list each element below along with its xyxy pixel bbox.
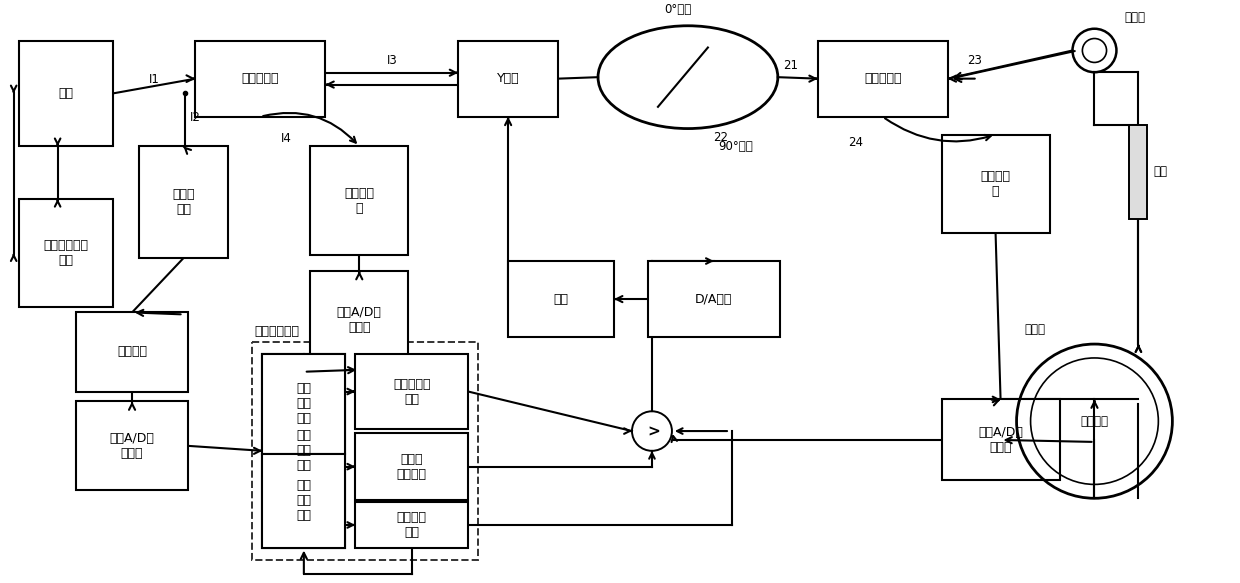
Text: 阶梯波
生成模块: 阶梯波 生成模块 (397, 452, 427, 480)
Text: I2: I2 (190, 111, 201, 124)
Bar (19, 199, 113, 307)
Text: 时序
控制
模块: 时序 控制 模块 (296, 382, 311, 426)
Text: 21: 21 (782, 59, 797, 72)
Text: 第三A/D转
换模块: 第三A/D转 换模块 (978, 426, 1023, 454)
Bar (263, 354, 345, 547)
Bar (76, 312, 188, 392)
Bar (356, 433, 469, 500)
Text: 24: 24 (848, 136, 863, 149)
Text: >: > (647, 424, 661, 440)
Bar (508, 261, 614, 337)
Bar (19, 41, 113, 146)
Text: 第三探测
器: 第三探测 器 (981, 170, 1011, 198)
Text: 调制误差
模块: 调制误差 模块 (397, 511, 427, 539)
Text: 第一A/D转
换模块: 第一A/D转 换模块 (109, 432, 155, 460)
Bar (139, 146, 228, 258)
Bar (817, 41, 947, 117)
Text: 调制解调模块: 调制解调模块 (254, 325, 299, 338)
Text: 90°熔接: 90°熔接 (718, 141, 753, 153)
Text: 光源驱动制冷
模块: 光源驱动制冷 模块 (43, 239, 88, 267)
Bar (76, 402, 188, 490)
Bar (310, 271, 408, 370)
Bar (1130, 125, 1147, 219)
Text: 光源: 光源 (58, 87, 73, 100)
Text: I4: I4 (280, 132, 291, 145)
Text: 反射镜: 反射镜 (1024, 323, 1045, 336)
Text: I3: I3 (387, 54, 397, 67)
Text: Y波导: Y波导 (497, 72, 520, 85)
Text: 0°熔接: 0°熔接 (665, 3, 692, 16)
Text: 延迟线: 延迟线 (1125, 11, 1146, 24)
Text: 运放: 运放 (553, 293, 569, 305)
Bar (459, 41, 558, 117)
Text: 光路
告警
模块: 光路 告警 模块 (296, 479, 311, 522)
Bar (253, 342, 479, 560)
Bar (263, 354, 345, 454)
Bar (310, 146, 408, 255)
Text: 第一耦合器: 第一耦合器 (242, 72, 279, 85)
Text: 23: 23 (967, 54, 982, 67)
Text: 第一探
测器: 第一探 测器 (172, 188, 195, 216)
Bar (196, 41, 325, 117)
Text: 第二耦合器: 第二耦合器 (864, 72, 901, 85)
Bar (356, 354, 469, 429)
Bar (263, 454, 345, 547)
Text: 第二A/D转
换模块: 第二A/D转 换模块 (337, 306, 382, 334)
Bar (356, 502, 469, 547)
Bar (941, 399, 1059, 480)
Text: 时序
控制
模块: 时序 控制 模块 (296, 429, 311, 472)
Bar (941, 135, 1049, 233)
Bar (649, 261, 780, 337)
Text: 偏置调制波
模块: 偏置调制波 模块 (393, 378, 430, 406)
Text: 敏感光纤: 敏感光纤 (1080, 415, 1109, 428)
Text: 第二探测
器: 第二探测 器 (345, 187, 374, 215)
Text: 波片: 波片 (1153, 165, 1167, 178)
Text: 22: 22 (713, 131, 728, 143)
Text: I1: I1 (149, 72, 160, 86)
Text: D/A转换: D/A转换 (696, 293, 733, 305)
Text: 前置放大: 前置放大 (117, 346, 148, 359)
